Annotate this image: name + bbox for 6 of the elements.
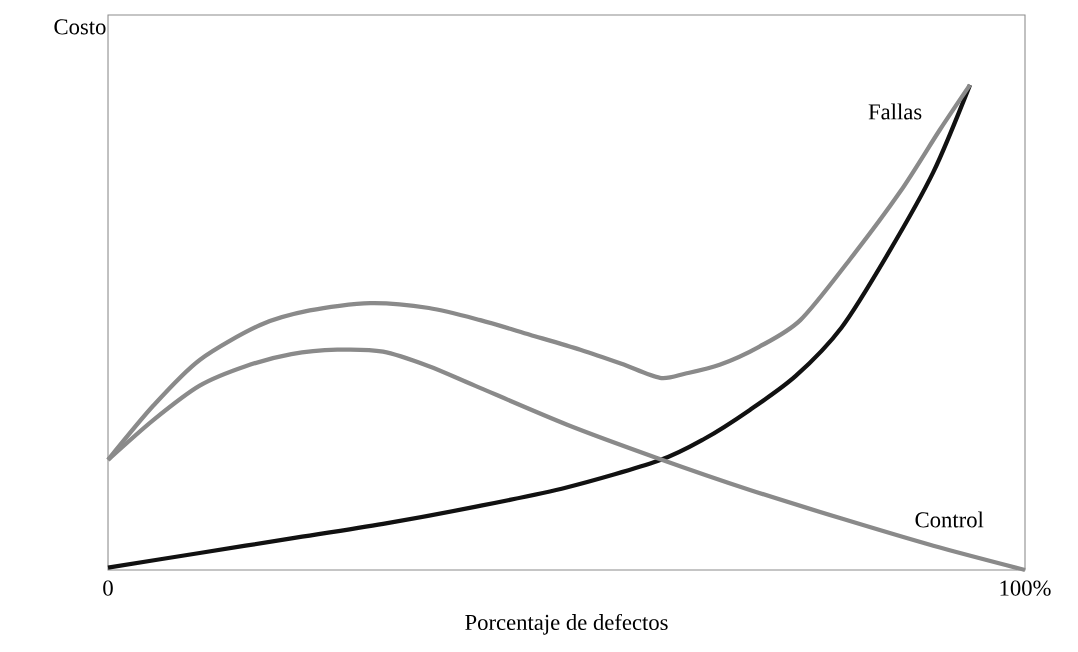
x-axis-title: Porcentaje de defectos — [465, 613, 668, 635]
x-tick-label: 0 — [103, 580, 113, 596]
x-tick-label: 100% — [1000, 580, 1051, 596]
series-label: Control — [915, 511, 984, 528]
series-label: Fallas — [868, 103, 922, 120]
y-axis-title: Costo — [54, 19, 106, 35]
